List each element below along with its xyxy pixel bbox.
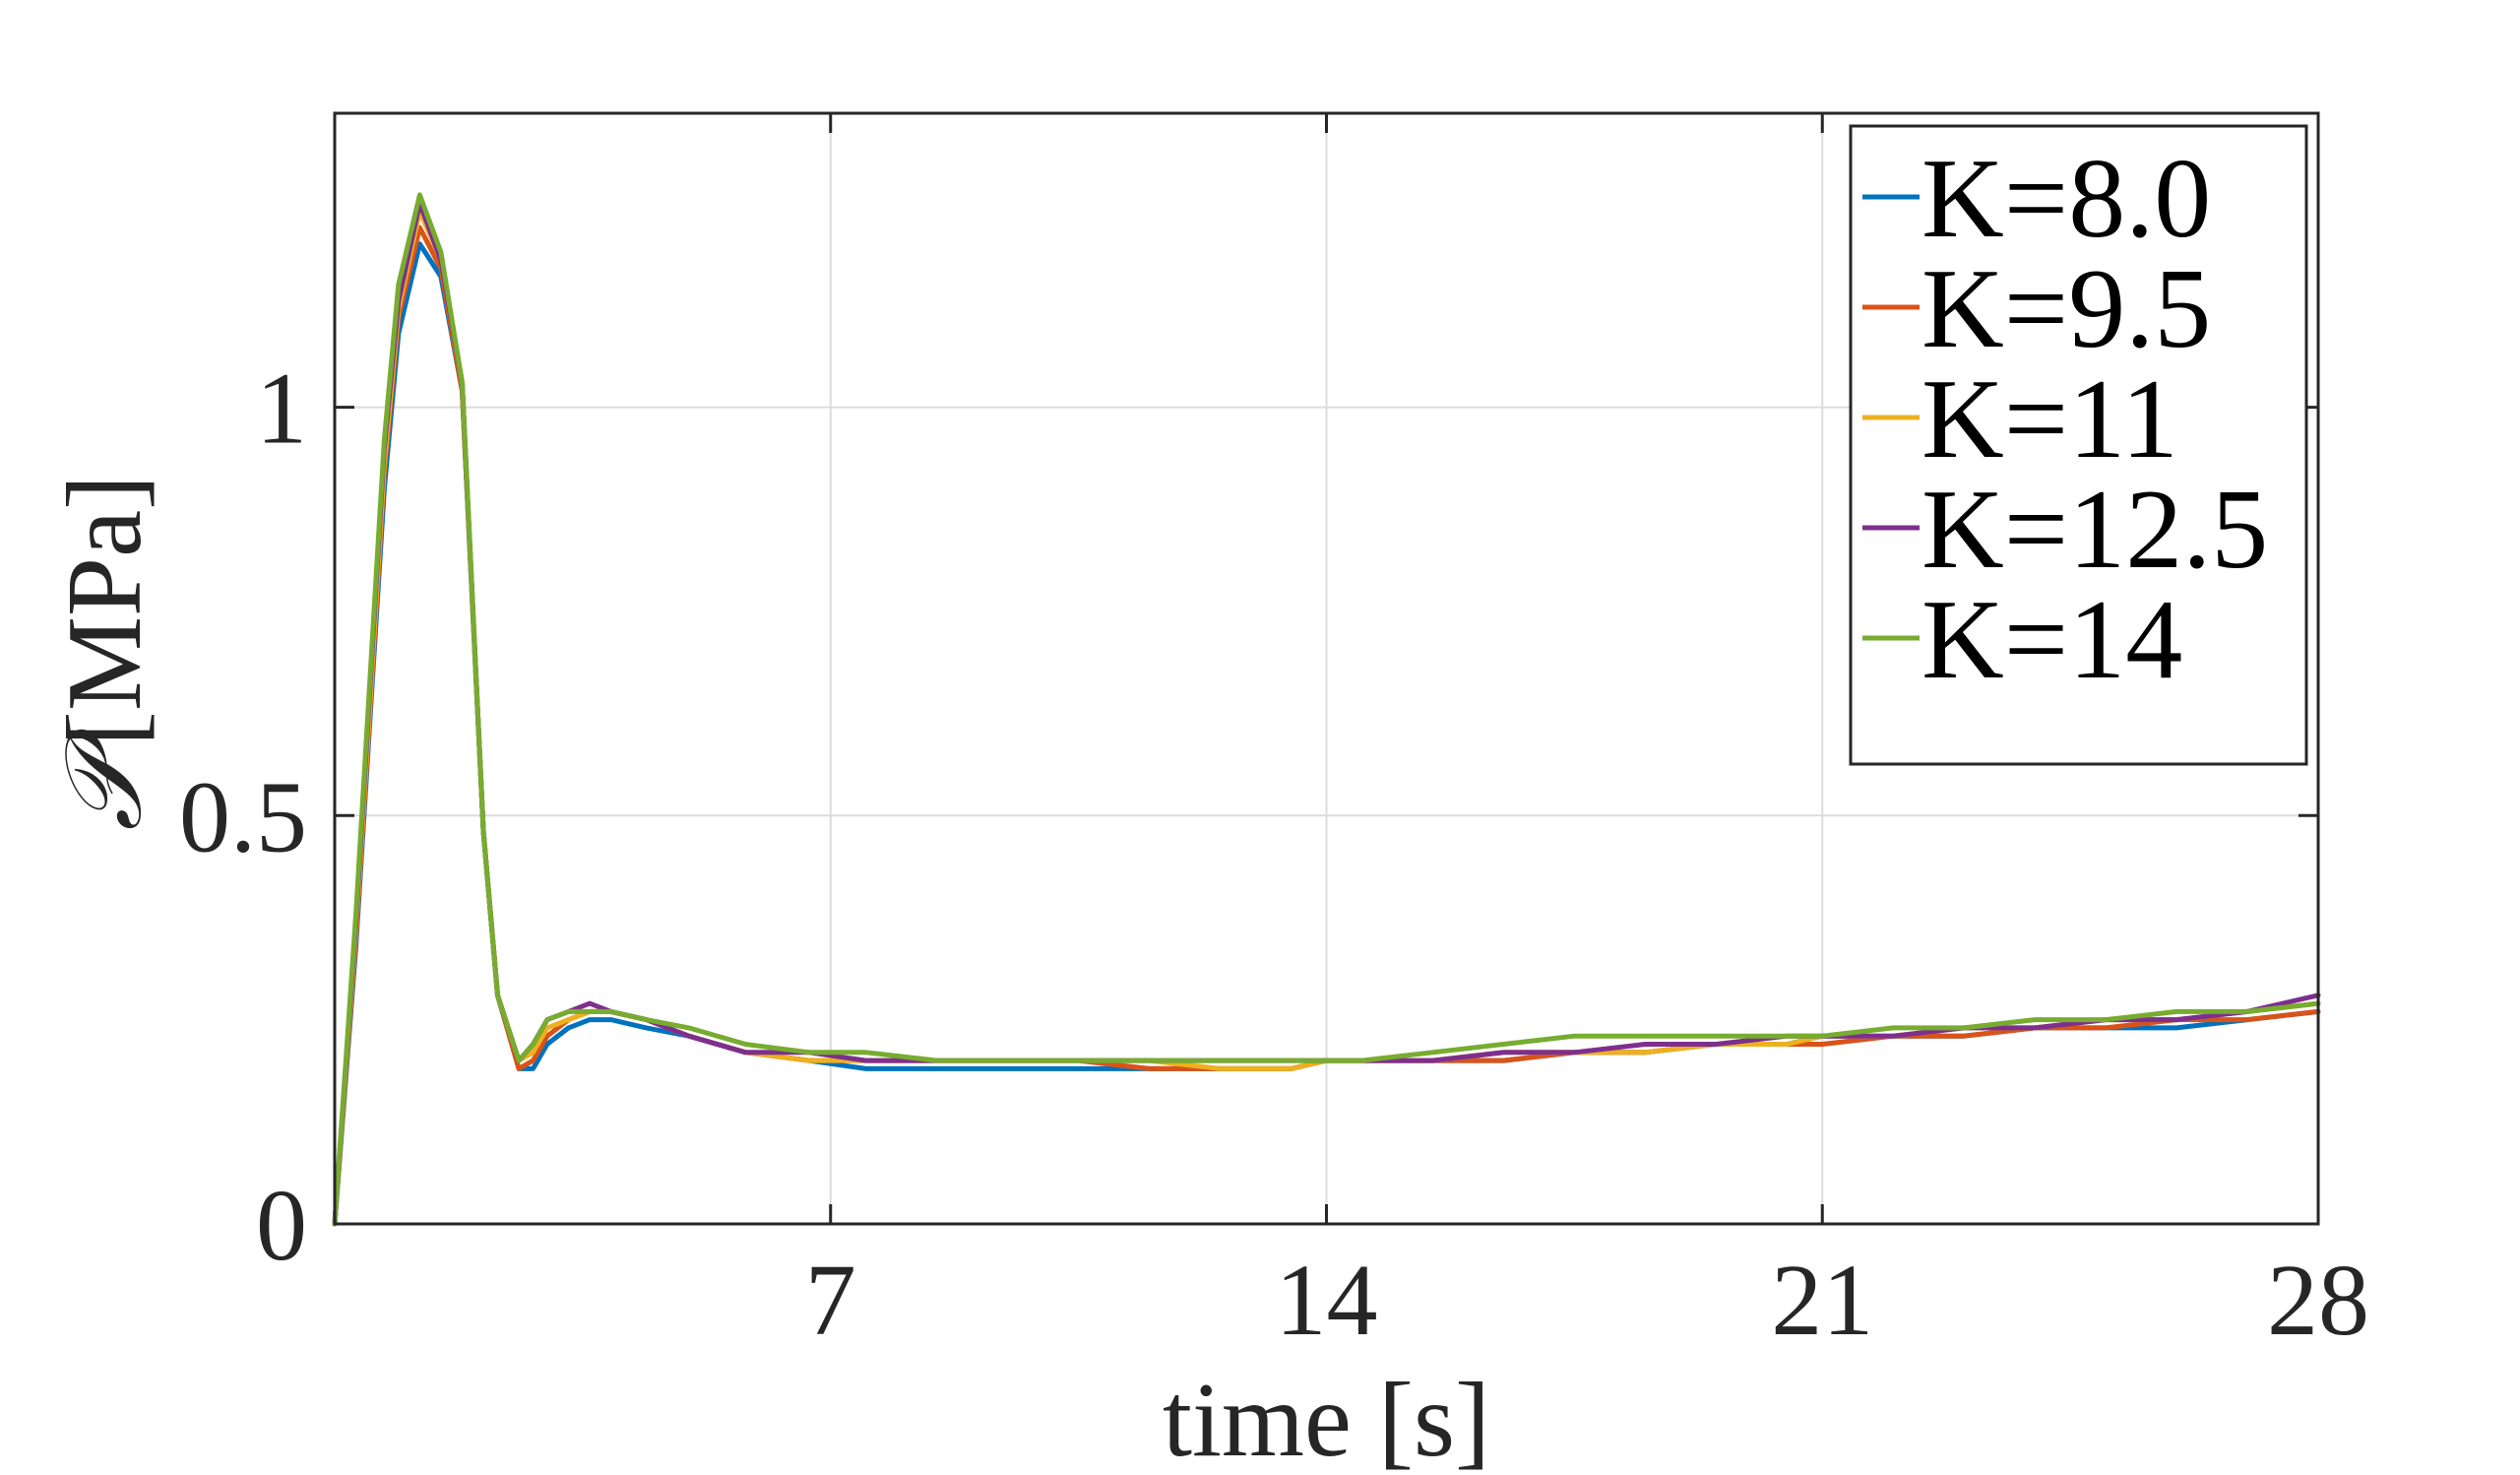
x-axis-label: time [s] [1163, 1362, 1490, 1475]
legend: K=8.0K=9.5K=11K=12.5K=14 [1849, 124, 2308, 766]
y-tick-label: 1 [256, 353, 307, 466]
y-tick-label: 0 [256, 1169, 307, 1282]
legend-entry-label: K=9.5 [1922, 246, 2211, 372]
legend-entry-label: K=8.0 [1922, 136, 2211, 262]
x-tick-label: 7 [805, 1244, 856, 1357]
x-tick-label: 28 [2267, 1244, 2369, 1357]
series-line-k-14 [332, 192, 2321, 1227]
legend-entry-label: K=11 [1922, 356, 2178, 482]
y-tick-label: 0.5 [179, 760, 307, 873]
legend-entry-label: K=14 [1922, 577, 2182, 703]
y-axis-label: 𝒫 [MPa] [46, 475, 163, 831]
series-layer [332, 192, 2321, 1227]
y-tick-labels: 00.51 [179, 353, 307, 1282]
legend-entry-label: K=12.5 [1922, 467, 2268, 593]
y-axis-label-unit: [MPa] [46, 475, 163, 746]
x-tick-label: 14 [1276, 1244, 1378, 1357]
tick-marks [335, 113, 2320, 1226]
legend-box [1849, 124, 2308, 766]
x-tick-labels: 7 14 21 28 [805, 1244, 2369, 1357]
x-tick-label: 21 [1771, 1244, 1873, 1357]
